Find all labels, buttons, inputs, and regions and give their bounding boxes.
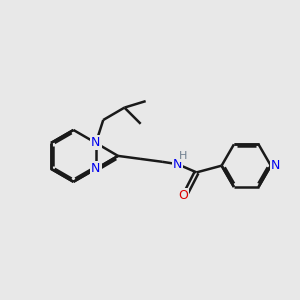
Text: N: N	[271, 159, 280, 172]
Text: O: O	[178, 189, 188, 203]
Text: H: H	[178, 151, 187, 161]
Text: N: N	[91, 136, 101, 149]
Text: N: N	[91, 162, 101, 175]
Text: N: N	[173, 158, 182, 171]
